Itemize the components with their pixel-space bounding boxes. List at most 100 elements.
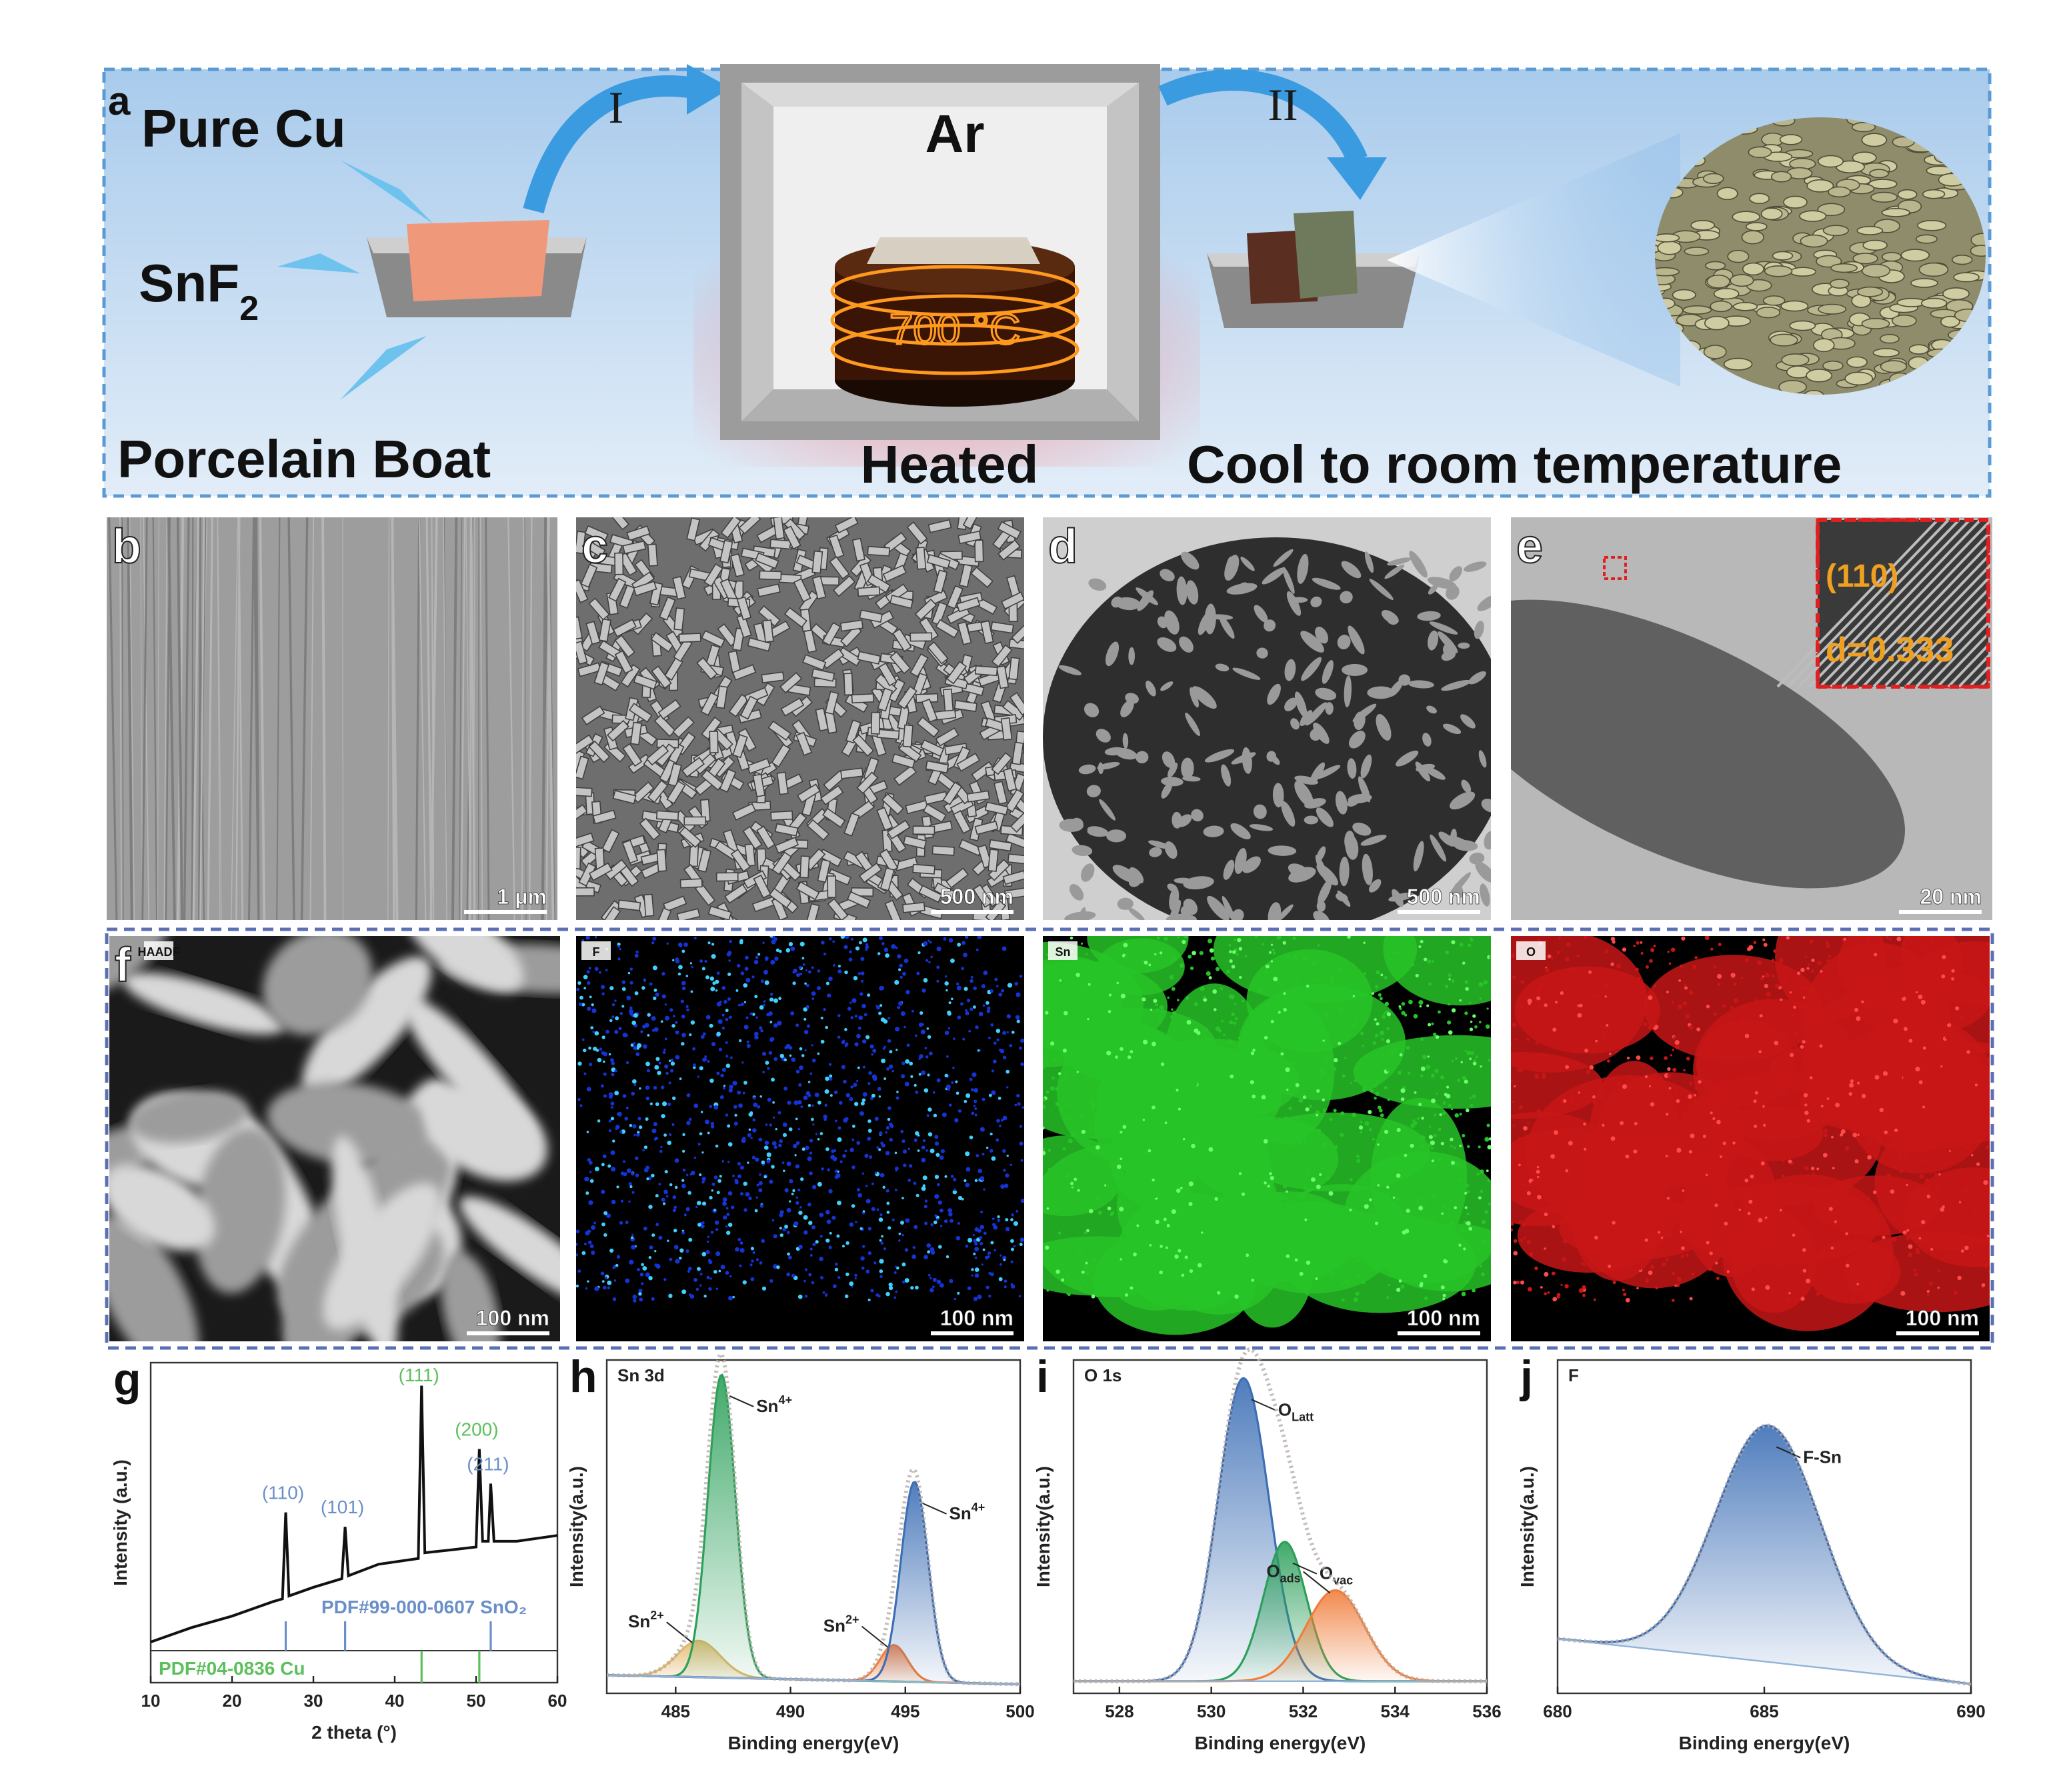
signal-dot xyxy=(944,981,948,985)
signal-dot xyxy=(1152,1105,1156,1109)
signal-dot xyxy=(887,1226,891,1229)
signal-dot xyxy=(1451,1161,1455,1165)
signal-dot xyxy=(1882,1236,1886,1239)
signal-dot xyxy=(687,1093,691,1097)
signal-dot xyxy=(1604,995,1606,997)
signal-dot xyxy=(758,1188,762,1192)
x-tick-label: 528 xyxy=(1105,1701,1134,1721)
signal-dot xyxy=(763,1175,766,1178)
platelet xyxy=(916,547,926,569)
signal-dot xyxy=(1616,1245,1620,1249)
signal-dot xyxy=(1397,1128,1401,1132)
signal-dot xyxy=(681,981,686,986)
signal-dot xyxy=(981,1263,983,1265)
signal-dot xyxy=(1194,1220,1197,1223)
signal-dot xyxy=(1602,1036,1605,1039)
signal-dot xyxy=(690,1173,692,1175)
signal-dot xyxy=(1178,1249,1181,1252)
signal-dot xyxy=(1458,1244,1461,1247)
signal-dot xyxy=(1714,1013,1717,1016)
signal-dot xyxy=(1654,985,1656,987)
lattice-fringe xyxy=(2055,520,2065,687)
signal-dot xyxy=(876,1005,878,1007)
signal-region xyxy=(1192,1117,1339,1201)
signal-dot xyxy=(812,1185,816,1189)
signal-dot xyxy=(1086,1262,1088,1265)
signal-dot xyxy=(835,1120,837,1123)
signal-dot xyxy=(760,1029,763,1033)
signal-dot xyxy=(1760,1158,1762,1161)
signal-dot xyxy=(1652,1015,1655,1018)
signal-dot xyxy=(1852,1133,1857,1137)
signal-dot xyxy=(639,1125,642,1129)
signal-dot xyxy=(1396,1173,1401,1178)
granule xyxy=(1818,155,1844,167)
signal-dot xyxy=(1921,1220,1925,1224)
signal-dot xyxy=(1804,1020,1806,1023)
signal-dot xyxy=(1459,1164,1463,1168)
signal-dot xyxy=(895,1169,897,1172)
signal-dot xyxy=(1590,1065,1594,1070)
signal-dot xyxy=(923,978,928,983)
signal-dot xyxy=(1903,1231,1907,1235)
signal-dot xyxy=(934,1214,937,1217)
signal-dot xyxy=(636,1133,639,1137)
signal-dot xyxy=(1376,1079,1380,1083)
signal-dot xyxy=(696,1288,699,1291)
signal-dot xyxy=(895,1152,897,1155)
signal-dot xyxy=(857,1067,860,1069)
signal-dot xyxy=(1756,999,1758,1001)
chart-title: F xyxy=(1568,1365,1579,1385)
signal-dot xyxy=(1448,978,1450,980)
signal-dot xyxy=(707,1236,709,1238)
signal-dot xyxy=(890,1125,893,1128)
platelet xyxy=(903,903,925,913)
signal-dot xyxy=(981,984,985,988)
signal-dot xyxy=(1229,994,1233,998)
signal-dot xyxy=(1121,993,1126,998)
signal-dot xyxy=(1815,1203,1818,1206)
signal-dot xyxy=(1488,1145,1492,1150)
signal-dot xyxy=(990,1272,994,1276)
signal-dot xyxy=(1715,1261,1718,1264)
signal-dot xyxy=(632,1079,637,1084)
signal-dot xyxy=(1720,1155,1722,1158)
signal-dot xyxy=(823,953,826,955)
signal-dot xyxy=(674,1206,677,1209)
signal-dot xyxy=(1932,1099,1936,1102)
signal-dot xyxy=(797,1100,801,1104)
signal-dot xyxy=(611,1117,614,1120)
signal-dot xyxy=(1470,1051,1474,1055)
granule xyxy=(1824,225,1848,235)
signal-dot xyxy=(1066,1275,1070,1278)
signal-dot xyxy=(1742,1064,1744,1066)
signal-dot xyxy=(947,1087,950,1091)
signal-dot xyxy=(1893,987,1896,989)
signal-dot xyxy=(1764,943,1768,947)
signal-dot xyxy=(611,1102,615,1106)
signal-dot xyxy=(1190,967,1194,970)
signal-dot xyxy=(809,1171,813,1175)
granule xyxy=(1704,173,1724,183)
signal-dot xyxy=(1229,959,1232,963)
signal-dot xyxy=(1798,1040,1801,1043)
signal-dot xyxy=(1840,1202,1843,1205)
signal-dot xyxy=(1016,1094,1019,1097)
signal-dot xyxy=(1081,1029,1085,1033)
signal-dot xyxy=(737,1162,741,1165)
signal-dot xyxy=(1231,1013,1235,1017)
signal-dot xyxy=(821,1017,823,1019)
signal-dot xyxy=(1421,1271,1424,1274)
signal-dot xyxy=(865,1185,868,1187)
signal-dot xyxy=(638,1292,641,1295)
signal-dot xyxy=(1951,969,1954,973)
signal-dot xyxy=(946,1255,949,1259)
signal-dot xyxy=(1280,1241,1285,1246)
granule xyxy=(1857,227,1882,235)
signal-dot xyxy=(1608,1265,1611,1268)
signal-dot xyxy=(1384,1086,1388,1089)
signal-dot xyxy=(1883,1071,1888,1076)
granule xyxy=(1831,264,1857,273)
signal-dot xyxy=(1739,1051,1742,1054)
signal-dot xyxy=(1702,1125,1706,1128)
